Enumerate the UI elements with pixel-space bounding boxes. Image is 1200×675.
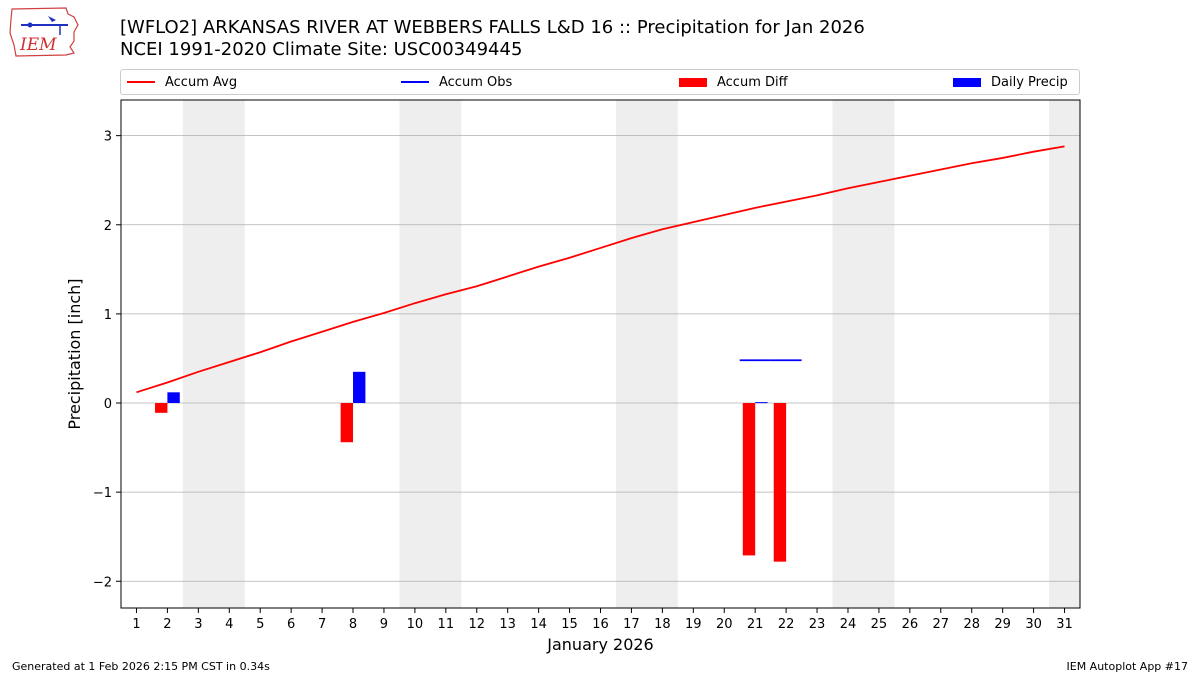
x-tick-label-24: 24 (840, 617, 857, 632)
x-tick-label-11: 11 (438, 617, 455, 632)
weekend-band-0 (182, 100, 245, 608)
y-grid-lines (121, 135, 1080, 582)
x-tick-label-31: 31 (1056, 617, 1073, 632)
chart-title: [WFLO2] ARKANSAS RIVER AT WEBBERS FALLS … (120, 17, 865, 38)
weekend-band-3 (832, 100, 895, 608)
y-tick-label-5: 3 (104, 130, 112, 145)
legend-swatch-accum-obs (401, 81, 429, 83)
legend-swatch-accum-avg (127, 81, 155, 83)
x-tick-label-12: 12 (468, 617, 485, 632)
y-tick-label-0: −2 (93, 575, 112, 590)
x-tick-label-19: 19 (685, 617, 702, 632)
x-tick-label-6: 6 (287, 617, 295, 632)
chart-legend: Accum Avg Accum Obs Accum Diff Daily Pre… (120, 69, 1080, 95)
iowa-outline-icon (9, 7, 79, 57)
accum-diff-bar-day-22 (773, 403, 787, 562)
legend-item-accum-obs: Accum Obs (401, 70, 512, 94)
x-tick-label-25: 25 (871, 617, 888, 632)
daily-precip-bar-day-21 (755, 402, 768, 404)
accum-avg-line (136, 145, 1065, 394)
x-tick-label-30: 30 (1025, 617, 1042, 632)
logo-text: IEM (19, 35, 57, 55)
x-tick-label-21: 21 (747, 617, 764, 632)
legend-swatch-daily-precip (953, 77, 981, 87)
legend-label-accum-obs: Accum Obs (439, 74, 513, 90)
y-tick-label-3: 1 (104, 308, 112, 323)
x-tick-label-3: 3 (194, 617, 202, 632)
accum-diff-bar-day-21 (742, 403, 756, 556)
x-tick-label-16: 16 (592, 617, 609, 632)
legend-swatch-accum-diff (679, 77, 707, 87)
legend-item-accum-diff: Accum Diff (679, 70, 788, 94)
bar-marks (155, 371, 787, 562)
y-axis-label: Precipitation [inch] (65, 278, 84, 429)
chart-subtitle: NCEI 1991-2020 Climate Site: USC00349445 (120, 39, 523, 60)
x-tick-label-20: 20 (716, 617, 733, 632)
x-tick-label-2: 2 (163, 617, 171, 632)
y-tick-label-1: −1 (93, 486, 112, 501)
plot-frame (120, 99, 1081, 609)
weekend-band-2 (615, 100, 678, 608)
x-tick-label-13: 13 (499, 617, 516, 632)
weekend-band-1 (399, 100, 462, 608)
footer-app-text: IEM Autoplot App #17 (1066, 660, 1189, 673)
x-tick-label-7: 7 (318, 617, 326, 632)
x-tick-label-29: 29 (994, 617, 1011, 632)
legend-item-daily-precip: Daily Precip (953, 70, 1068, 94)
accum-diff-bar-day-2 (155, 403, 168, 413)
legend-label-accum-avg: Accum Avg (165, 74, 238, 90)
x-tick-label-18: 18 (654, 617, 671, 632)
legend-label-accum-diff: Accum Diff (717, 74, 788, 90)
x-tick-label-10: 10 (407, 617, 424, 632)
x-tick-label-26: 26 (902, 617, 919, 632)
y-tick-label-2: 0 (104, 397, 112, 412)
x-tick-label-9: 9 (380, 617, 388, 632)
accum-diff-bar-day-8 (340, 403, 354, 443)
x-tick-label-15: 15 (561, 617, 578, 632)
legend-label-daily-precip: Daily Precip (991, 74, 1068, 90)
weekend-band-4 (1049, 100, 1080, 608)
x-tick-label-23: 23 (809, 617, 826, 632)
legend-item-accum-avg: Accum Avg (127, 70, 237, 94)
x-tick-label-5: 5 (256, 617, 264, 632)
x-tick-label-14: 14 (530, 617, 547, 632)
x-tick-label-4: 4 (225, 617, 233, 632)
x-tick-label-27: 27 (933, 617, 950, 632)
y-tick-label-4: 2 (104, 219, 112, 234)
footer-generated-text: Generated at 1 Feb 2026 2:15 PM CST in 0… (12, 660, 270, 673)
x-tick-label-17: 17 (623, 617, 640, 632)
daily-precip-bar-day-2 (167, 392, 180, 404)
weekend-bands (182, 100, 1080, 608)
x-axis-ticks: 1 2 3 4 5 6 7 8 9 10 11 12 13 14 15 16 17 18 19 20 21 22 23 24 2… (132, 608, 1073, 632)
y-axis-ticks: −2 −1 0 1 2 3 (93, 130, 121, 590)
daily-precip-bar-day-8 (353, 371, 366, 404)
x-tick-label-22: 22 (778, 617, 795, 632)
line-marks (136, 145, 1065, 394)
x-tick-label-28: 28 (963, 617, 980, 632)
x-tick-label-8: 8 (349, 617, 357, 632)
x-tick-label-1: 1 (132, 617, 140, 632)
iem-logo: IEM (9, 7, 79, 57)
x-axis-label: January 2026 (546, 635, 653, 654)
